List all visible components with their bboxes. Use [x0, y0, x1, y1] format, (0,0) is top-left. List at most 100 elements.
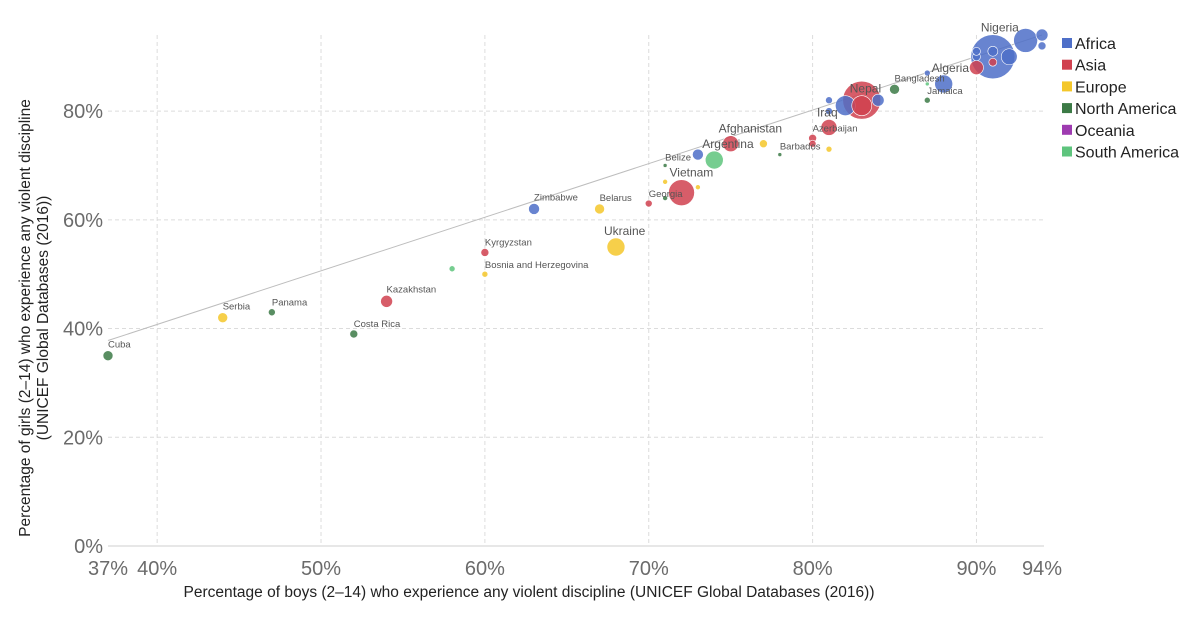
data-point[interactable]	[662, 163, 668, 168]
y-axis-title-line1: Percentage of girls (2–14) who experienc…	[17, 99, 34, 537]
data-point[interactable]	[820, 119, 838, 136]
grid-layer	[108, 35, 1044, 547]
data-point[interactable]	[606, 237, 626, 257]
point-label: Vietnam	[670, 166, 714, 180]
legend-swatch	[1062, 81, 1072, 92]
point-label: Nepal	[850, 82, 881, 96]
data-point[interactable]	[972, 47, 981, 56]
point-label: Kyrgyzstan	[485, 237, 532, 248]
points-layer	[102, 28, 1049, 362]
point-label: Argentina	[702, 137, 754, 151]
data-point[interactable]	[825, 145, 833, 153]
data-point[interactable]	[102, 350, 114, 362]
data-point[interactable]	[889, 84, 900, 95]
legend: Africa Asia Europe North America Oceania Sout…	[1062, 36, 1179, 162]
data-point[interactable]	[924, 81, 930, 87]
point-label: Cuba	[108, 340, 131, 351]
data-point[interactable]	[644, 199, 653, 208]
point-label: Serbia	[223, 302, 251, 313]
y-tick-label: 20%	[63, 427, 103, 449]
legend-swatch	[1062, 38, 1072, 48]
y-tick-label: 0%	[74, 536, 103, 558]
x-tick-label: 37%	[88, 558, 128, 580]
legend-label[interactable]: Oceania	[1075, 123, 1135, 140]
legend-swatch	[1062, 146, 1072, 157]
data-point[interactable]	[528, 203, 540, 215]
data-point[interactable]	[1000, 48, 1018, 66]
point-label: Azerbaijan	[813, 123, 858, 134]
trendline	[107, 34, 1043, 341]
data-point[interactable]	[695, 184, 701, 191]
data-point[interactable]	[380, 295, 393, 308]
data-point[interactable]	[988, 57, 998, 67]
data-point[interactable]	[923, 96, 931, 104]
point-label: Afghanistan	[719, 122, 782, 136]
y-axis-title-line2: (UNICEF Global Databases (2016))	[35, 196, 52, 441]
data-point[interactable]	[662, 195, 668, 201]
data-point[interactable]	[268, 308, 276, 317]
legend-swatch	[1062, 59, 1072, 70]
point-label: Ukraine	[604, 224, 646, 238]
data-point[interactable]	[777, 152, 783, 157]
data-point[interactable]	[662, 178, 668, 185]
point-label: Costa Rica	[354, 319, 401, 330]
data-point[interactable]	[871, 93, 885, 107]
data-point[interactable]	[808, 139, 817, 148]
point-label: Iraq	[817, 105, 838, 119]
legend-swatch	[1062, 124, 1072, 135]
data-point[interactable]	[934, 74, 953, 94]
legend-label[interactable]: Africa	[1075, 36, 1116, 53]
point-label: Algeria	[932, 61, 970, 75]
tick-labels-layer: 37% 40% 50% 60% 70% 80% 90% 94% 0% 20% 40% 60% 80%	[63, 101, 1062, 580]
x-axis-title: Percentage of boys (2–14) who experience…	[184, 584, 875, 601]
point-label: Zimbabwe	[534, 192, 578, 203]
data-point[interactable]	[704, 150, 724, 170]
data-point[interactable]	[825, 107, 833, 115]
point-label: Kazakhstan	[387, 284, 437, 295]
data-point[interactable]	[722, 135, 739, 153]
legend-swatch	[1062, 103, 1072, 114]
data-point[interactable]	[851, 95, 873, 116]
data-point[interactable]	[923, 69, 931, 77]
data-point[interactable]	[1035, 28, 1049, 42]
point-label: Jamaica	[927, 86, 963, 97]
data-point[interactable]	[759, 139, 768, 149]
data-point[interactable]	[594, 203, 605, 215]
point-labels-layer: Cuba Serbia Panama Costa Rica Kazakhstan Kyrg…	[108, 21, 1019, 351]
y-tick-label: 40%	[63, 319, 103, 341]
legend-label[interactable]: Asia	[1075, 58, 1106, 75]
x-tick-label: 80%	[793, 558, 833, 580]
data-point[interactable]	[987, 46, 999, 57]
point-label: Belarus	[600, 193, 632, 204]
data-point[interactable]	[969, 60, 984, 75]
data-point[interactable]	[349, 329, 359, 339]
x-tick-label: 94%	[1022, 558, 1062, 580]
point-label: Georgia	[649, 189, 684, 200]
point-label: Bosnia and Herzegovina	[485, 260, 589, 271]
data-point[interactable]	[481, 270, 489, 278]
data-point[interactable]	[825, 96, 833, 105]
point-label: Bangladesh	[895, 73, 945, 84]
data-point[interactable]	[480, 248, 490, 257]
y-tick-label: 60%	[63, 210, 103, 232]
legend-label[interactable]: South America	[1075, 145, 1179, 162]
data-point[interactable]	[668, 179, 695, 206]
data-point[interactable]	[692, 148, 704, 161]
x-tick-label: 70%	[629, 558, 669, 580]
x-tick-label: 50%	[301, 558, 341, 580]
data-point[interactable]	[217, 312, 229, 323]
legend-label[interactable]: North America	[1075, 101, 1176, 118]
data-point[interactable]	[1037, 41, 1047, 51]
point-label: Barbados	[780, 142, 821, 153]
y-tick-label: 80%	[63, 101, 103, 123]
x-tick-label: 90%	[956, 558, 996, 580]
point-label: Nigeria	[981, 21, 1019, 35]
trendline-layer	[107, 34, 1043, 341]
x-tick-label: 60%	[465, 558, 505, 580]
data-point[interactable]	[448, 265, 456, 273]
data-point[interactable]	[1013, 28, 1038, 53]
legend-label[interactable]: Europe	[1075, 79, 1127, 96]
point-label: Belize	[665, 152, 691, 163]
